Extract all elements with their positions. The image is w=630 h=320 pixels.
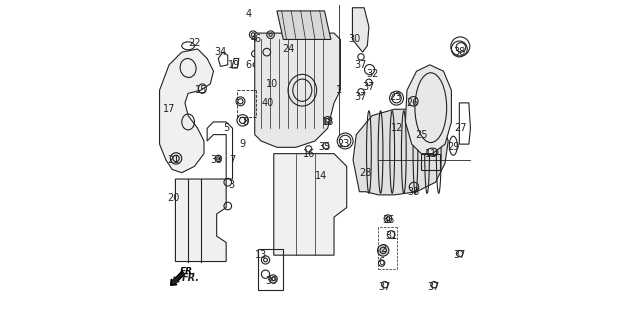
Text: 5: 5	[223, 123, 229, 133]
Text: 20: 20	[168, 193, 180, 203]
Text: 37: 37	[355, 92, 367, 101]
Text: 36: 36	[382, 215, 394, 225]
Text: 13: 13	[255, 250, 267, 260]
Text: 6: 6	[245, 60, 251, 70]
Text: 4: 4	[245, 9, 251, 19]
Text: 37: 37	[355, 60, 367, 70]
Text: 14: 14	[315, 171, 328, 181]
Text: 40: 40	[262, 98, 274, 108]
Polygon shape	[277, 11, 331, 39]
Polygon shape	[175, 179, 226, 261]
Text: 39: 39	[265, 276, 277, 285]
Text: 21: 21	[168, 155, 180, 165]
Text: 16: 16	[302, 149, 315, 159]
Text: 23: 23	[337, 139, 350, 149]
Text: 22: 22	[188, 38, 201, 48]
Text: FR.: FR.	[182, 273, 200, 283]
Text: 37: 37	[453, 250, 466, 260]
Text: 34: 34	[214, 47, 227, 57]
Text: 11: 11	[425, 149, 437, 159]
Polygon shape	[352, 8, 369, 52]
Text: 9: 9	[239, 139, 245, 149]
Text: FR.: FR.	[180, 267, 197, 276]
Text: 27: 27	[455, 123, 467, 133]
Text: 8: 8	[242, 117, 248, 127]
Circle shape	[170, 153, 182, 164]
FancyArrow shape	[171, 271, 185, 285]
Text: 32: 32	[366, 69, 378, 79]
Text: 37: 37	[363, 82, 375, 92]
Text: 28: 28	[360, 168, 372, 178]
Polygon shape	[255, 33, 340, 147]
Text: 24: 24	[282, 44, 294, 54]
Polygon shape	[353, 109, 448, 195]
Text: 7: 7	[229, 155, 236, 165]
Text: 19: 19	[228, 60, 240, 70]
Text: 35: 35	[318, 142, 331, 152]
Text: 6: 6	[379, 257, 385, 267]
Text: 6: 6	[255, 35, 261, 44]
Circle shape	[377, 245, 389, 256]
Text: 3: 3	[228, 180, 234, 190]
Text: 25: 25	[415, 130, 428, 140]
Text: 1: 1	[336, 85, 342, 95]
Text: 12: 12	[391, 123, 404, 133]
Text: 4: 4	[250, 35, 256, 44]
Text: 26: 26	[406, 98, 419, 108]
Text: 18: 18	[321, 117, 334, 127]
Text: 37: 37	[428, 282, 440, 292]
Text: 29: 29	[447, 142, 459, 152]
Text: 38: 38	[407, 187, 420, 197]
Text: 15: 15	[195, 85, 207, 95]
Polygon shape	[159, 49, 214, 173]
Polygon shape	[406, 65, 452, 154]
Text: 2: 2	[380, 244, 386, 254]
Text: 33: 33	[210, 155, 223, 165]
Polygon shape	[274, 154, 347, 255]
Text: 10: 10	[266, 79, 278, 89]
Text: 23: 23	[390, 92, 402, 101]
Text: 37: 37	[379, 282, 391, 292]
Text: 30: 30	[348, 35, 361, 44]
Text: 31: 31	[385, 231, 398, 241]
Text: 38: 38	[453, 47, 466, 57]
Text: 17: 17	[163, 104, 175, 114]
